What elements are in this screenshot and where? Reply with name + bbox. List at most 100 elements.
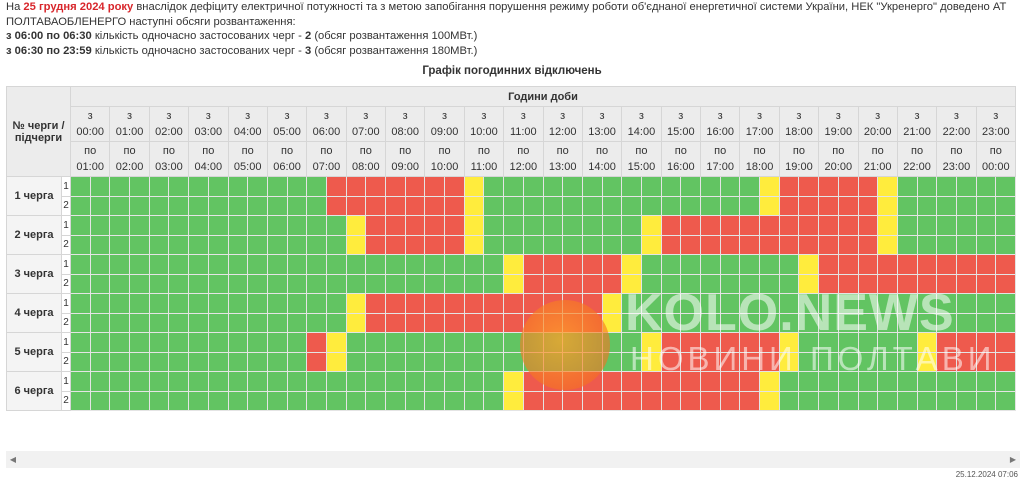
power-on-cell xyxy=(719,176,741,197)
power-on-cell xyxy=(798,293,820,314)
outage-cell xyxy=(955,254,977,275)
power-on-cell xyxy=(168,293,190,314)
outage-cell xyxy=(837,234,859,255)
power-on-cell xyxy=(89,254,111,275)
hour-to-4: по 05:00 xyxy=(227,141,268,177)
power-on-cell xyxy=(562,195,583,216)
possible-outage-cell xyxy=(621,254,642,275)
power-on-cell xyxy=(483,254,505,275)
power-on-cell xyxy=(916,293,938,314)
outage-cell xyxy=(463,312,485,333)
possible-outage-cell xyxy=(759,371,780,392)
power-on-cell xyxy=(640,176,662,197)
subqueue-label: 1 xyxy=(61,293,71,314)
power-on-cell xyxy=(89,332,111,353)
intro-prefix: На xyxy=(6,1,24,13)
power-on-cell xyxy=(207,273,229,294)
power-on-cell xyxy=(700,195,721,216)
power-on-cell xyxy=(424,332,446,353)
hour-to-12: по 13:00 xyxy=(542,141,583,177)
outage-cell xyxy=(424,215,446,236)
power-on-cell xyxy=(483,332,505,353)
subqueue-label: 2 xyxy=(61,195,71,216)
power-on-cell xyxy=(936,234,957,255)
power-on-cell xyxy=(325,215,347,236)
power-on-cell xyxy=(70,390,91,411)
power-on-cell xyxy=(188,293,209,314)
subqueue-label: 1 xyxy=(61,215,71,236)
power-on-cell xyxy=(621,176,642,197)
power-on-cell xyxy=(739,176,761,197)
outage-cell xyxy=(759,332,780,353)
power-on-cell xyxy=(247,371,268,392)
power-on-cell xyxy=(424,371,446,392)
schedule-row: 5 черга 1 xyxy=(6,332,1016,372)
scroll-left-icon[interactable]: ◀ xyxy=(9,455,17,464)
subqueue-label: 2 xyxy=(61,390,71,411)
outage-cell xyxy=(680,332,701,353)
power-on-cell xyxy=(345,273,367,294)
power-on-cell xyxy=(385,351,406,372)
power-on-cell xyxy=(247,312,268,333)
power-on-cell xyxy=(227,390,249,411)
power-on-cell xyxy=(266,390,288,411)
power-on-cell xyxy=(581,195,603,216)
power-on-cell xyxy=(640,195,662,216)
power-on-cell xyxy=(207,234,229,255)
hour-from-19: з 19:00 xyxy=(818,106,859,142)
outage-cell xyxy=(621,390,642,411)
power-on-cell xyxy=(148,312,170,333)
possible-outage-cell xyxy=(345,312,367,333)
outage-cell xyxy=(581,390,603,411)
outage-cell xyxy=(916,254,938,275)
power-on-cell xyxy=(365,273,386,294)
power-on-cell xyxy=(896,215,918,236)
power-on-cell xyxy=(188,332,209,353)
power-on-cell xyxy=(129,234,150,255)
power-on-cell xyxy=(188,351,209,372)
power-on-cell xyxy=(89,293,111,314)
power-on-cell xyxy=(89,195,111,216)
power-on-cell xyxy=(70,332,91,353)
power-on-cell xyxy=(207,254,229,275)
power-on-cell xyxy=(955,176,977,197)
power-on-cell xyxy=(916,390,938,411)
power-on-cell xyxy=(483,390,505,411)
power-on-cell xyxy=(385,371,406,392)
power-on-cell xyxy=(975,293,997,314)
scroll-right-icon[interactable]: ▶ xyxy=(1009,455,1017,464)
power-on-cell xyxy=(995,234,1016,255)
power-on-cell xyxy=(877,332,898,353)
outage-cell xyxy=(385,312,406,333)
power-on-cell xyxy=(857,390,879,411)
hour-to-14: по 15:00 xyxy=(621,141,662,177)
hour-to-11: по 12:00 xyxy=(503,141,544,177)
power-on-cell xyxy=(109,390,131,411)
power-on-cell xyxy=(247,273,268,294)
hour-from-1: з 01:00 xyxy=(109,106,150,142)
power-on-cell xyxy=(168,390,190,411)
power-on-cell xyxy=(424,273,446,294)
subqueue-label: 2 xyxy=(61,351,71,372)
schedule-row: 6 черга 1 xyxy=(6,371,1016,411)
hour-from-21: з 21:00 xyxy=(896,106,938,142)
hour-from-13: з 13:00 xyxy=(581,106,623,142)
power-on-cell xyxy=(306,312,327,333)
power-on-cell xyxy=(857,293,879,314)
hour-to-5: по 06:00 xyxy=(266,141,308,177)
power-on-cell xyxy=(778,293,800,314)
power-on-cell xyxy=(188,312,209,333)
power-on-cell xyxy=(227,215,249,236)
power-on-cell xyxy=(129,312,150,333)
power-on-cell xyxy=(936,390,957,411)
hour-from-7: з 07:00 xyxy=(345,106,387,142)
power-on-cell xyxy=(837,390,859,411)
period-2-volume: (обсяг розвантаження 180МВт.) xyxy=(311,44,478,57)
horizontal-scrollbar[interactable]: ◀ ▶ xyxy=(6,451,1020,468)
outage-cell xyxy=(424,234,446,255)
power-on-cell xyxy=(286,312,308,333)
power-on-cell xyxy=(207,390,229,411)
power-on-cell xyxy=(286,390,308,411)
power-on-cell xyxy=(700,273,721,294)
power-on-cell xyxy=(818,312,839,333)
